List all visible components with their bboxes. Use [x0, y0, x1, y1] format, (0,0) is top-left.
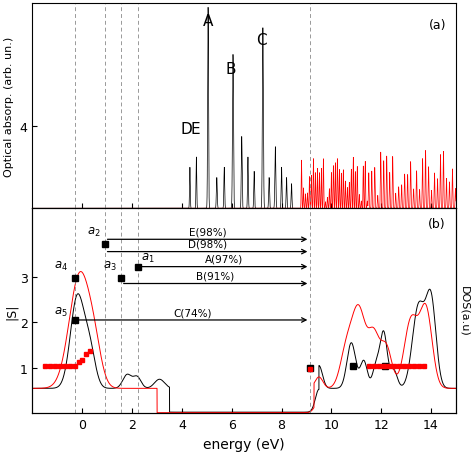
Text: B(91%): B(91%) [196, 271, 235, 281]
Text: E(98%): E(98%) [189, 227, 226, 237]
Text: C(74%): C(74%) [173, 308, 212, 318]
Text: D: D [181, 122, 192, 137]
Text: B: B [225, 61, 236, 76]
X-axis label: energy (eV): energy (eV) [203, 437, 285, 451]
Text: $a_5$: $a_5$ [54, 305, 68, 318]
Y-axis label: |S|: |S| [5, 303, 18, 319]
Text: E: E [191, 122, 201, 137]
Text: A(97%): A(97%) [205, 254, 243, 264]
Text: C: C [256, 33, 267, 48]
Y-axis label: DOS(a.u): DOS(a.u) [460, 286, 470, 337]
Text: D(98%): D(98%) [188, 239, 227, 249]
Text: (a): (a) [428, 19, 446, 31]
Text: (b): (b) [428, 218, 446, 231]
Text: A: A [203, 15, 213, 30]
Text: $a_4$: $a_4$ [54, 259, 68, 273]
Text: $a_3$: $a_3$ [103, 259, 117, 273]
Y-axis label: Optical absorp. (arb. un.): Optical absorp. (arb. un.) [4, 36, 14, 177]
Text: $a_1$: $a_1$ [141, 252, 155, 265]
Text: $a_2$: $a_2$ [87, 226, 100, 239]
